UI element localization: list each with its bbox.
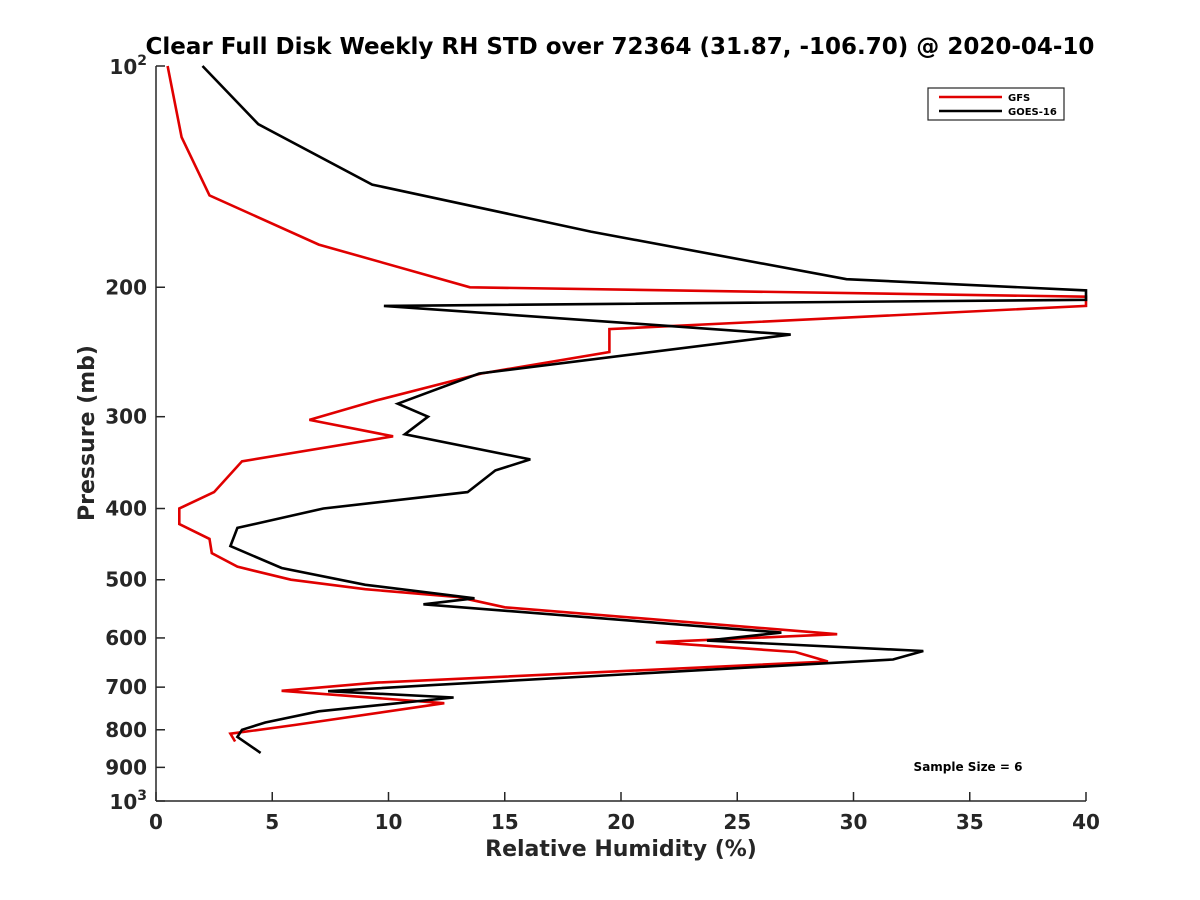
y-tick-label-base: 10 bbox=[109, 55, 137, 79]
chart-title: Clear Full Disk Weekly RH STD over 72364… bbox=[146, 34, 1095, 60]
x-tick-label: 5 bbox=[265, 810, 279, 834]
x-tick-label: 25 bbox=[723, 810, 751, 834]
y-tick-label-exponent: 2 bbox=[137, 53, 147, 69]
y-tick-label: 800 bbox=[105, 718, 147, 742]
x-axis-ticks: 0 5 10 15 20 25 30 35 40 bbox=[149, 792, 1100, 834]
x-tick-label: 20 bbox=[607, 810, 635, 834]
x-tick-label: 10 bbox=[375, 810, 403, 834]
y-tick-label: 103 bbox=[109, 788, 147, 814]
y-tick-label: 400 bbox=[105, 497, 147, 521]
y-tick-label-base: 10 bbox=[109, 790, 137, 814]
legend-label-gfs: GFS bbox=[1008, 93, 1030, 104]
series-line-goes16 bbox=[201, 65, 1088, 754]
y-tick-label: 200 bbox=[105, 275, 147, 299]
series-layer bbox=[166, 65, 1088, 754]
x-tick-label: 30 bbox=[840, 810, 868, 834]
y-tick-label: 500 bbox=[105, 568, 147, 592]
x-tick-label: 40 bbox=[1072, 810, 1100, 834]
y-axis-title: Pressure (mb) bbox=[75, 345, 100, 521]
legend-label-goes16: GOES-16 bbox=[1008, 107, 1057, 118]
series-line-gfs bbox=[166, 65, 1088, 743]
y-tick-label: 102 bbox=[109, 53, 147, 79]
y-tick-label: 900 bbox=[105, 755, 147, 779]
y-tick-label: 300 bbox=[105, 405, 147, 429]
x-tick-label: 35 bbox=[956, 810, 984, 834]
x-tick-label: 15 bbox=[491, 810, 519, 834]
legend-box bbox=[927, 87, 1065, 121]
y-tick-label: 700 bbox=[105, 675, 147, 699]
sample-size-annotation: Sample Size = 6 bbox=[914, 760, 1023, 774]
x-tick-label: 0 bbox=[149, 810, 163, 834]
x-axis-title: Relative Humidity (%) bbox=[485, 837, 757, 862]
y-tick-label-exponent: 3 bbox=[137, 788, 147, 804]
legend: GFS GOES-16 bbox=[927, 87, 1065, 121]
y-tick-label: 600 bbox=[105, 626, 147, 650]
